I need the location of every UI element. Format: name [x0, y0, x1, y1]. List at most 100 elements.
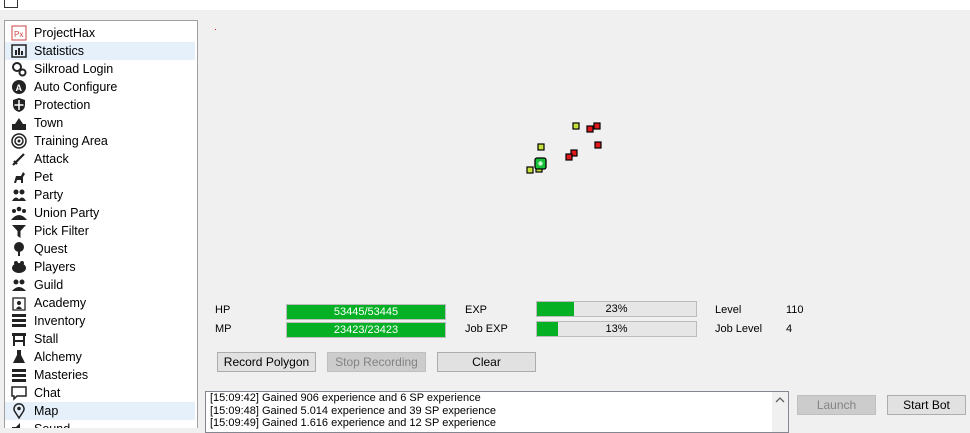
sidebar-item-label: Auto Configure — [34, 80, 118, 94]
target-icon — [11, 133, 27, 149]
jobexp-label: Job EXP — [465, 323, 508, 335]
sidebar-item-label: Map — [34, 404, 59, 418]
player-marker — [572, 122, 580, 130]
sidebar-item-inventory[interactable]: Inventory — [5, 312, 195, 330]
scroll-up-icon[interactable] — [772, 392, 788, 408]
sidebar-item-chat[interactable]: Chat — [5, 384, 195, 402]
sidebar-item-quest[interactable]: Quest — [5, 240, 195, 258]
auto-configure-icon: A — [11, 79, 27, 95]
sidebar-item-label: Training Area — [34, 134, 108, 148]
sidebar-item-label: Alchemy — [34, 350, 82, 364]
hp-label: HP — [215, 304, 231, 316]
sidebar-item-auto-configure[interactable]: A Auto Configure — [5, 78, 195, 96]
sidebar-nav: Px ProjectHax Statistics Silkroad Login A Aut… — [4, 20, 198, 428]
sidebar-item-label: Statistics — [34, 44, 85, 58]
log-line: [15:09:49] Gained 1.616 experience and 1… — [210, 417, 497, 429]
sidebar-item-label: Sound — [34, 422, 70, 428]
svg-text:A: A — [16, 83, 23, 93]
sidebar-item-label: Party — [34, 188, 64, 202]
mp-bar: 23423/23423 — [286, 322, 446, 338]
sidebar-item-label: Protection — [34, 98, 91, 112]
union-party-icon — [11, 205, 27, 221]
quest-icon — [11, 241, 27, 257]
monster-marker — [594, 141, 602, 149]
sidebar-item-silkroad-login[interactable]: Silkroad Login — [5, 60, 195, 78]
sidebar-item-alchemy[interactable]: Alchemy — [5, 348, 195, 366]
sidebar-item-label: Academy — [34, 296, 87, 310]
sidebar-item-union-party[interactable]: Union Party — [5, 204, 195, 222]
monster-marker — [565, 153, 573, 161]
sidebar-item-label: Guild — [34, 278, 64, 292]
sidebar-item-label: ProjectHax — [34, 26, 96, 40]
sidebar-item-map[interactable]: Map — [5, 402, 195, 420]
projecthax-icon: Px — [11, 25, 27, 41]
alchemy-icon — [11, 349, 27, 365]
stall-icon — [11, 331, 27, 347]
sidebar-item-statistics[interactable]: Statistics — [5, 42, 195, 60]
chat-icon — [11, 385, 27, 401]
gears-icon — [11, 61, 27, 77]
town-icon — [11, 115, 27, 131]
funnel-icon — [11, 223, 27, 239]
sword-icon — [11, 151, 27, 167]
player-marker — [526, 166, 534, 174]
hp-bar: 53445/53445 — [286, 304, 446, 320]
minimap-canvas — [215, 29, 602, 174]
sidebar-item-pet[interactable]: Pet — [5, 168, 195, 186]
guild-icon — [11, 277, 27, 293]
window-checkbox[interactable] — [4, 0, 18, 8]
sidebar-item-label: Quest — [34, 242, 68, 256]
sidebar-item-label: Pick Filter — [34, 224, 89, 238]
sidebar-item-label: Inventory — [34, 314, 86, 328]
jobexp-bar-fill — [537, 322, 558, 336]
sidebar-item-players[interactable]: Players — [5, 258, 195, 276]
level-value: 110 — [786, 304, 804, 316]
sidebar-item-masteries[interactable]: Masteries — [5, 366, 195, 384]
record-polygon-button[interactable]: Record Polygon — [217, 352, 316, 372]
sidebar-item-stall[interactable]: Stall — [5, 330, 195, 348]
player-marker — [537, 143, 545, 151]
sidebar-item-label: Union Party — [34, 206, 100, 220]
title-strip — [0, 0, 970, 10]
jobexp-bar: 13% — [536, 321, 697, 337]
monster-marker — [593, 122, 601, 130]
sidebar-item-training-area[interactable]: Training Area — [5, 132, 195, 150]
minimap[interactable] — [201, 15, 970, 297]
sidebar-item-attack[interactable]: Attack — [5, 150, 195, 168]
masteries-icon — [11, 367, 27, 383]
monster-marker — [586, 125, 594, 133]
hp-value: 53445/53445 — [333, 306, 399, 318]
sidebar-item-pick-filter[interactable]: Pick Filter — [5, 222, 195, 240]
launch-button[interactable]: Launch — [797, 395, 876, 415]
sidebar-item-projecthax[interactable]: Px ProjectHax — [5, 24, 195, 42]
joblevel-label: Job Level — [715, 323, 763, 335]
map-pin-icon — [11, 403, 27, 419]
log-line: [15:09:42] Gained 906 experience and 6 S… — [210, 392, 481, 404]
exp-bar-fill — [537, 302, 574, 316]
mp-bar-fill — [287, 323, 445, 337]
exp-bar: 23% — [536, 301, 697, 317]
statistics-icon — [11, 43, 27, 59]
sidebar-item-guild[interactable]: Guild — [5, 276, 195, 294]
mp-value: 23423/23423 — [333, 324, 399, 336]
sidebar-item-label: Stall — [34, 332, 59, 346]
sidebar-item-party[interactable]: Party — [5, 186, 195, 204]
sidebar-item-label: Town — [34, 116, 64, 130]
log-scrollbar[interactable] — [772, 392, 788, 432]
start-bot-button[interactable]: Start Bot — [887, 395, 966, 415]
stop-recording-button[interactable]: Stop Recording — [327, 352, 426, 372]
sidebar-item-town[interactable]: Town — [5, 114, 195, 132]
joblevel-value: 4 — [786, 323, 793, 335]
sidebar-item-label: Pet — [34, 170, 53, 184]
jobexp-value: 13% — [605, 323, 628, 335]
exp-value: 23% — [605, 303, 628, 315]
self-marker — [534, 157, 547, 170]
sidebar-item-label: Masteries — [34, 368, 89, 382]
clear-button[interactable]: Clear — [437, 352, 536, 372]
level-label: Level — [715, 304, 742, 316]
mp-label: MP — [215, 323, 232, 335]
sidebar-item-protection[interactable]: Protection — [5, 96, 195, 114]
sidebar-item-academy[interactable]: Academy — [5, 294, 195, 312]
academy-icon — [11, 295, 27, 311]
sidebar-item-label: Silkroad Login — [34, 62, 114, 76]
